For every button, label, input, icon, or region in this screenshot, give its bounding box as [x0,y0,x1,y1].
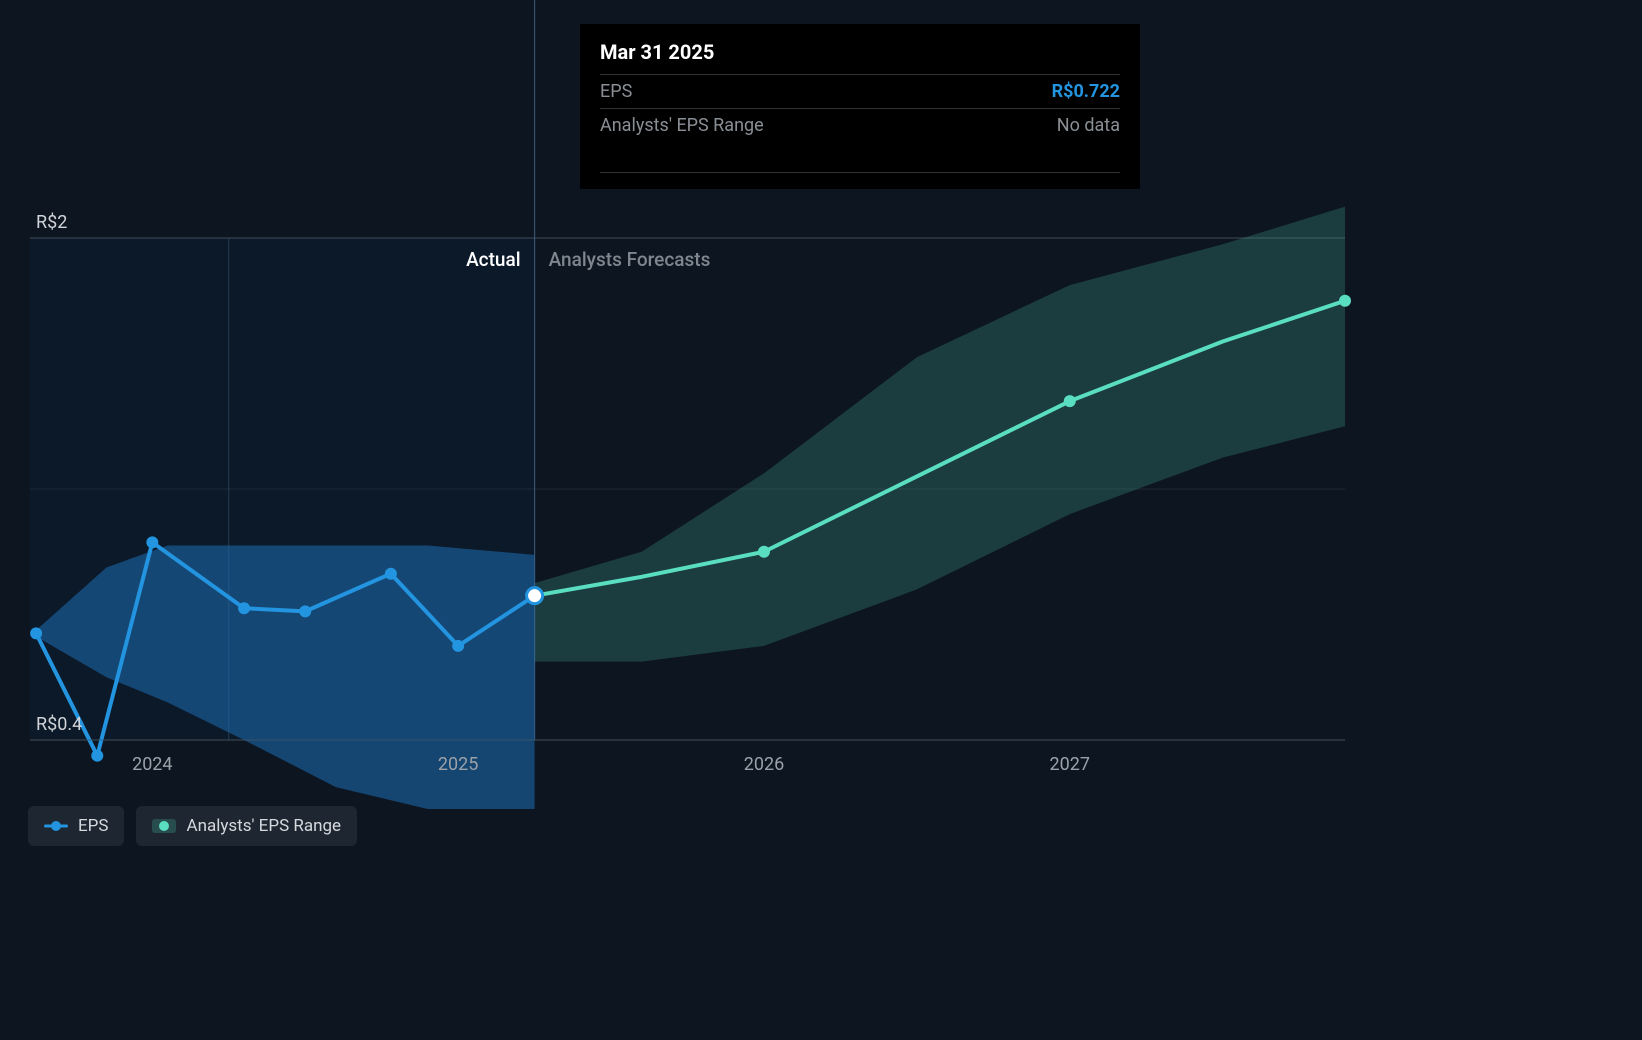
x-axis-label: 2026 [744,754,784,775]
y-axis-label: R$0.4 [36,714,82,735]
x-axis-label: 2024 [132,754,172,775]
y-axis-label: R$2 [36,212,67,233]
tooltip-row-label: Analysts' EPS Range [600,115,764,136]
x-axis-label: 2025 [438,754,478,775]
legend-line-icon [44,820,68,832]
actual-section-label: Actual [466,248,521,271]
tooltip-row: EPS R$0.722 [600,74,1120,108]
legend-item[interactable]: EPS [28,806,124,846]
tooltip-row-label: EPS [600,81,632,102]
tooltip-row: Analysts' EPS Range No data [600,108,1120,142]
eps-forecast-chart: Mar 31 2025 EPS R$0.722 Analysts' EPS Rang… [0,0,1642,1040]
tooltip-row-value: No data [1057,115,1120,136]
legend-label: Analysts' EPS Range [186,816,341,836]
chart-tooltip: Mar 31 2025 EPS R$0.722 Analysts' EPS Rang… [580,24,1140,189]
tooltip-row-value: R$0.722 [1052,81,1120,102]
tooltip-date: Mar 31 2025 [600,40,1120,74]
chart-legend: EPS Analysts' EPS Range [28,806,357,846]
legend-item[interactable]: Analysts' EPS Range [136,806,357,846]
x-axis-label: 2027 [1050,754,1090,775]
forecast-section-label: Analysts Forecasts [549,248,711,271]
legend-range-icon [152,819,176,833]
legend-label: EPS [78,816,108,836]
